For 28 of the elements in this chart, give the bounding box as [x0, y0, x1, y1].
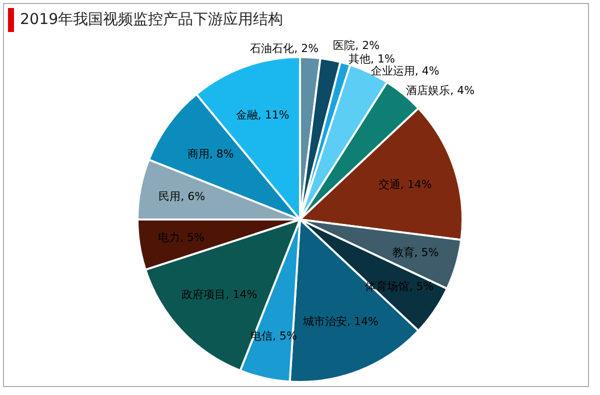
data-label: , 14%	[226, 288, 258, 301]
slice-label: 企业运用	[370, 64, 415, 78]
data-label: , 14%	[400, 178, 432, 192]
data-label: , 4%	[450, 84, 475, 98]
data-label: , 5%	[409, 280, 434, 293]
data-label: , 14%	[346, 315, 378, 328]
slice-label: 酒店娱乐	[406, 84, 450, 98]
data-label: , 4%	[414, 64, 440, 78]
slice-label: 商用	[187, 147, 210, 160]
data-label: , 5%	[414, 246, 439, 259]
data-label: , 8%	[209, 147, 234, 160]
data-label: , 1%	[370, 52, 395, 66]
slice-label: 政府项目	[182, 288, 226, 301]
data-label: , 2%	[294, 42, 319, 56]
data-label: , 2%	[355, 38, 380, 52]
slice-label: 教育	[392, 246, 414, 259]
slice-label: 医院	[333, 38, 356, 52]
data-label: , 5%	[180, 231, 204, 244]
slice-label: 电力	[158, 231, 180, 244]
slice-label: 其他	[348, 52, 370, 66]
slice-label: 民用	[158, 190, 181, 203]
data-label: , 11%	[258, 108, 290, 122]
slice-label: 石油石化	[250, 42, 294, 56]
slice-label: 交通	[378, 178, 400, 192]
slice-label: 城市治安	[302, 315, 347, 328]
slice-label: 金融	[236, 108, 258, 122]
data-label: , 6%	[180, 190, 206, 203]
chart-title: 2019年我国视频监控产品下游应用结构	[20, 10, 284, 29]
